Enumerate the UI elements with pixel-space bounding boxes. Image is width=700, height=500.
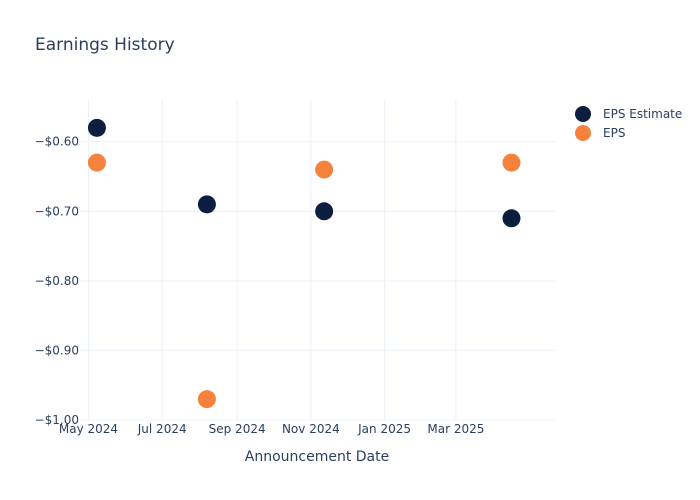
data-point-eps-estimate[interactable] bbox=[502, 209, 521, 228]
legend-marker bbox=[575, 125, 591, 141]
data-point-eps-estimate[interactable] bbox=[315, 202, 334, 221]
y-tick-label: −$0.80 bbox=[35, 274, 79, 288]
data-point-eps[interactable] bbox=[315, 160, 334, 179]
x-tick-label: Nov 2024 bbox=[282, 422, 340, 436]
legend-item[interactable]: EPS Estimate bbox=[575, 106, 682, 122]
x-axis-title: Announcement Date bbox=[245, 449, 389, 465]
data-point-eps[interactable] bbox=[502, 153, 521, 172]
x-tick-label: Sep 2024 bbox=[209, 422, 266, 436]
x-tick-label: Jul 2024 bbox=[137, 422, 187, 436]
data-point-eps-estimate[interactable] bbox=[87, 118, 106, 137]
data-point-eps-estimate[interactable] bbox=[197, 195, 216, 214]
x-axis-ticks: May 2024 Jul 2024 Sep 2024 Nov 2024 Jan 2025… bbox=[59, 422, 485, 436]
legend-item[interactable]: EPS bbox=[575, 125, 625, 141]
chart-title: Earnings History bbox=[35, 35, 175, 55]
y-tick-label: −$1.00 bbox=[35, 413, 79, 427]
legend: EPS Estimate EPS bbox=[575, 106, 682, 141]
y-tick-label: −$0.60 bbox=[35, 135, 79, 149]
y-axis-ticks: −$0.60 −$0.70 −$0.80 −$0.90 −$1.00 bbox=[35, 135, 79, 427]
x-tick-label: Mar 2025 bbox=[427, 422, 484, 436]
x-tick-label: Jan 2025 bbox=[357, 422, 411, 436]
x-tick-label: May 2024 bbox=[59, 422, 118, 436]
data-points bbox=[87, 118, 521, 409]
legend-label: EPS bbox=[603, 126, 625, 140]
grid-layer bbox=[80, 100, 555, 421]
y-tick-label: −$0.90 bbox=[35, 343, 79, 357]
legend-label: EPS Estimate bbox=[603, 107, 682, 121]
data-point-eps[interactable] bbox=[197, 390, 216, 409]
data-point-eps[interactable] bbox=[87, 153, 106, 172]
legend-marker bbox=[575, 106, 591, 122]
y-tick-label: −$0.70 bbox=[35, 204, 79, 218]
series-eps bbox=[87, 153, 521, 409]
series-eps-estimate bbox=[87, 118, 521, 228]
